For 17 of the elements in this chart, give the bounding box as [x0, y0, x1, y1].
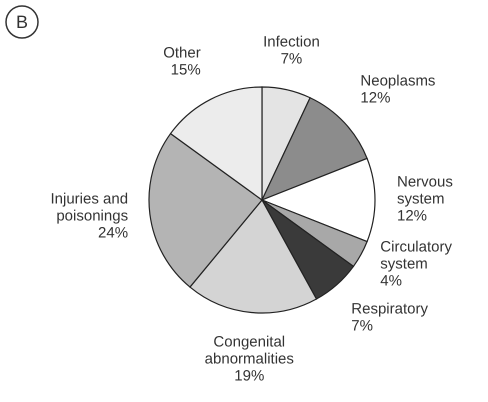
data-label: 7%: [280, 50, 302, 68]
data-label: 19%: [234, 367, 264, 384]
data-label: 12%: [360, 90, 390, 107]
slice-label: Nervous system: [397, 174, 453, 208]
data-label: 7%: [351, 317, 373, 334]
slice-label: Infection: [263, 33, 320, 50]
slice-label: Injuries and poisonings: [50, 190, 128, 224]
slice-label: Congenital abnormalities: [204, 333, 294, 368]
slice-label: Circulatory system: [380, 238, 452, 273]
slice-label: Neoplasms: [360, 72, 436, 90]
slice-label: Other: [163, 44, 201, 62]
data-label: 24%: [98, 224, 128, 242]
data-label: 12%: [397, 208, 428, 224]
data-label: 4%: [380, 272, 402, 290]
data-label: 15%: [170, 62, 201, 79]
slice-label: Respiratory: [351, 300, 428, 318]
chart-title: B: [16, 12, 28, 32]
